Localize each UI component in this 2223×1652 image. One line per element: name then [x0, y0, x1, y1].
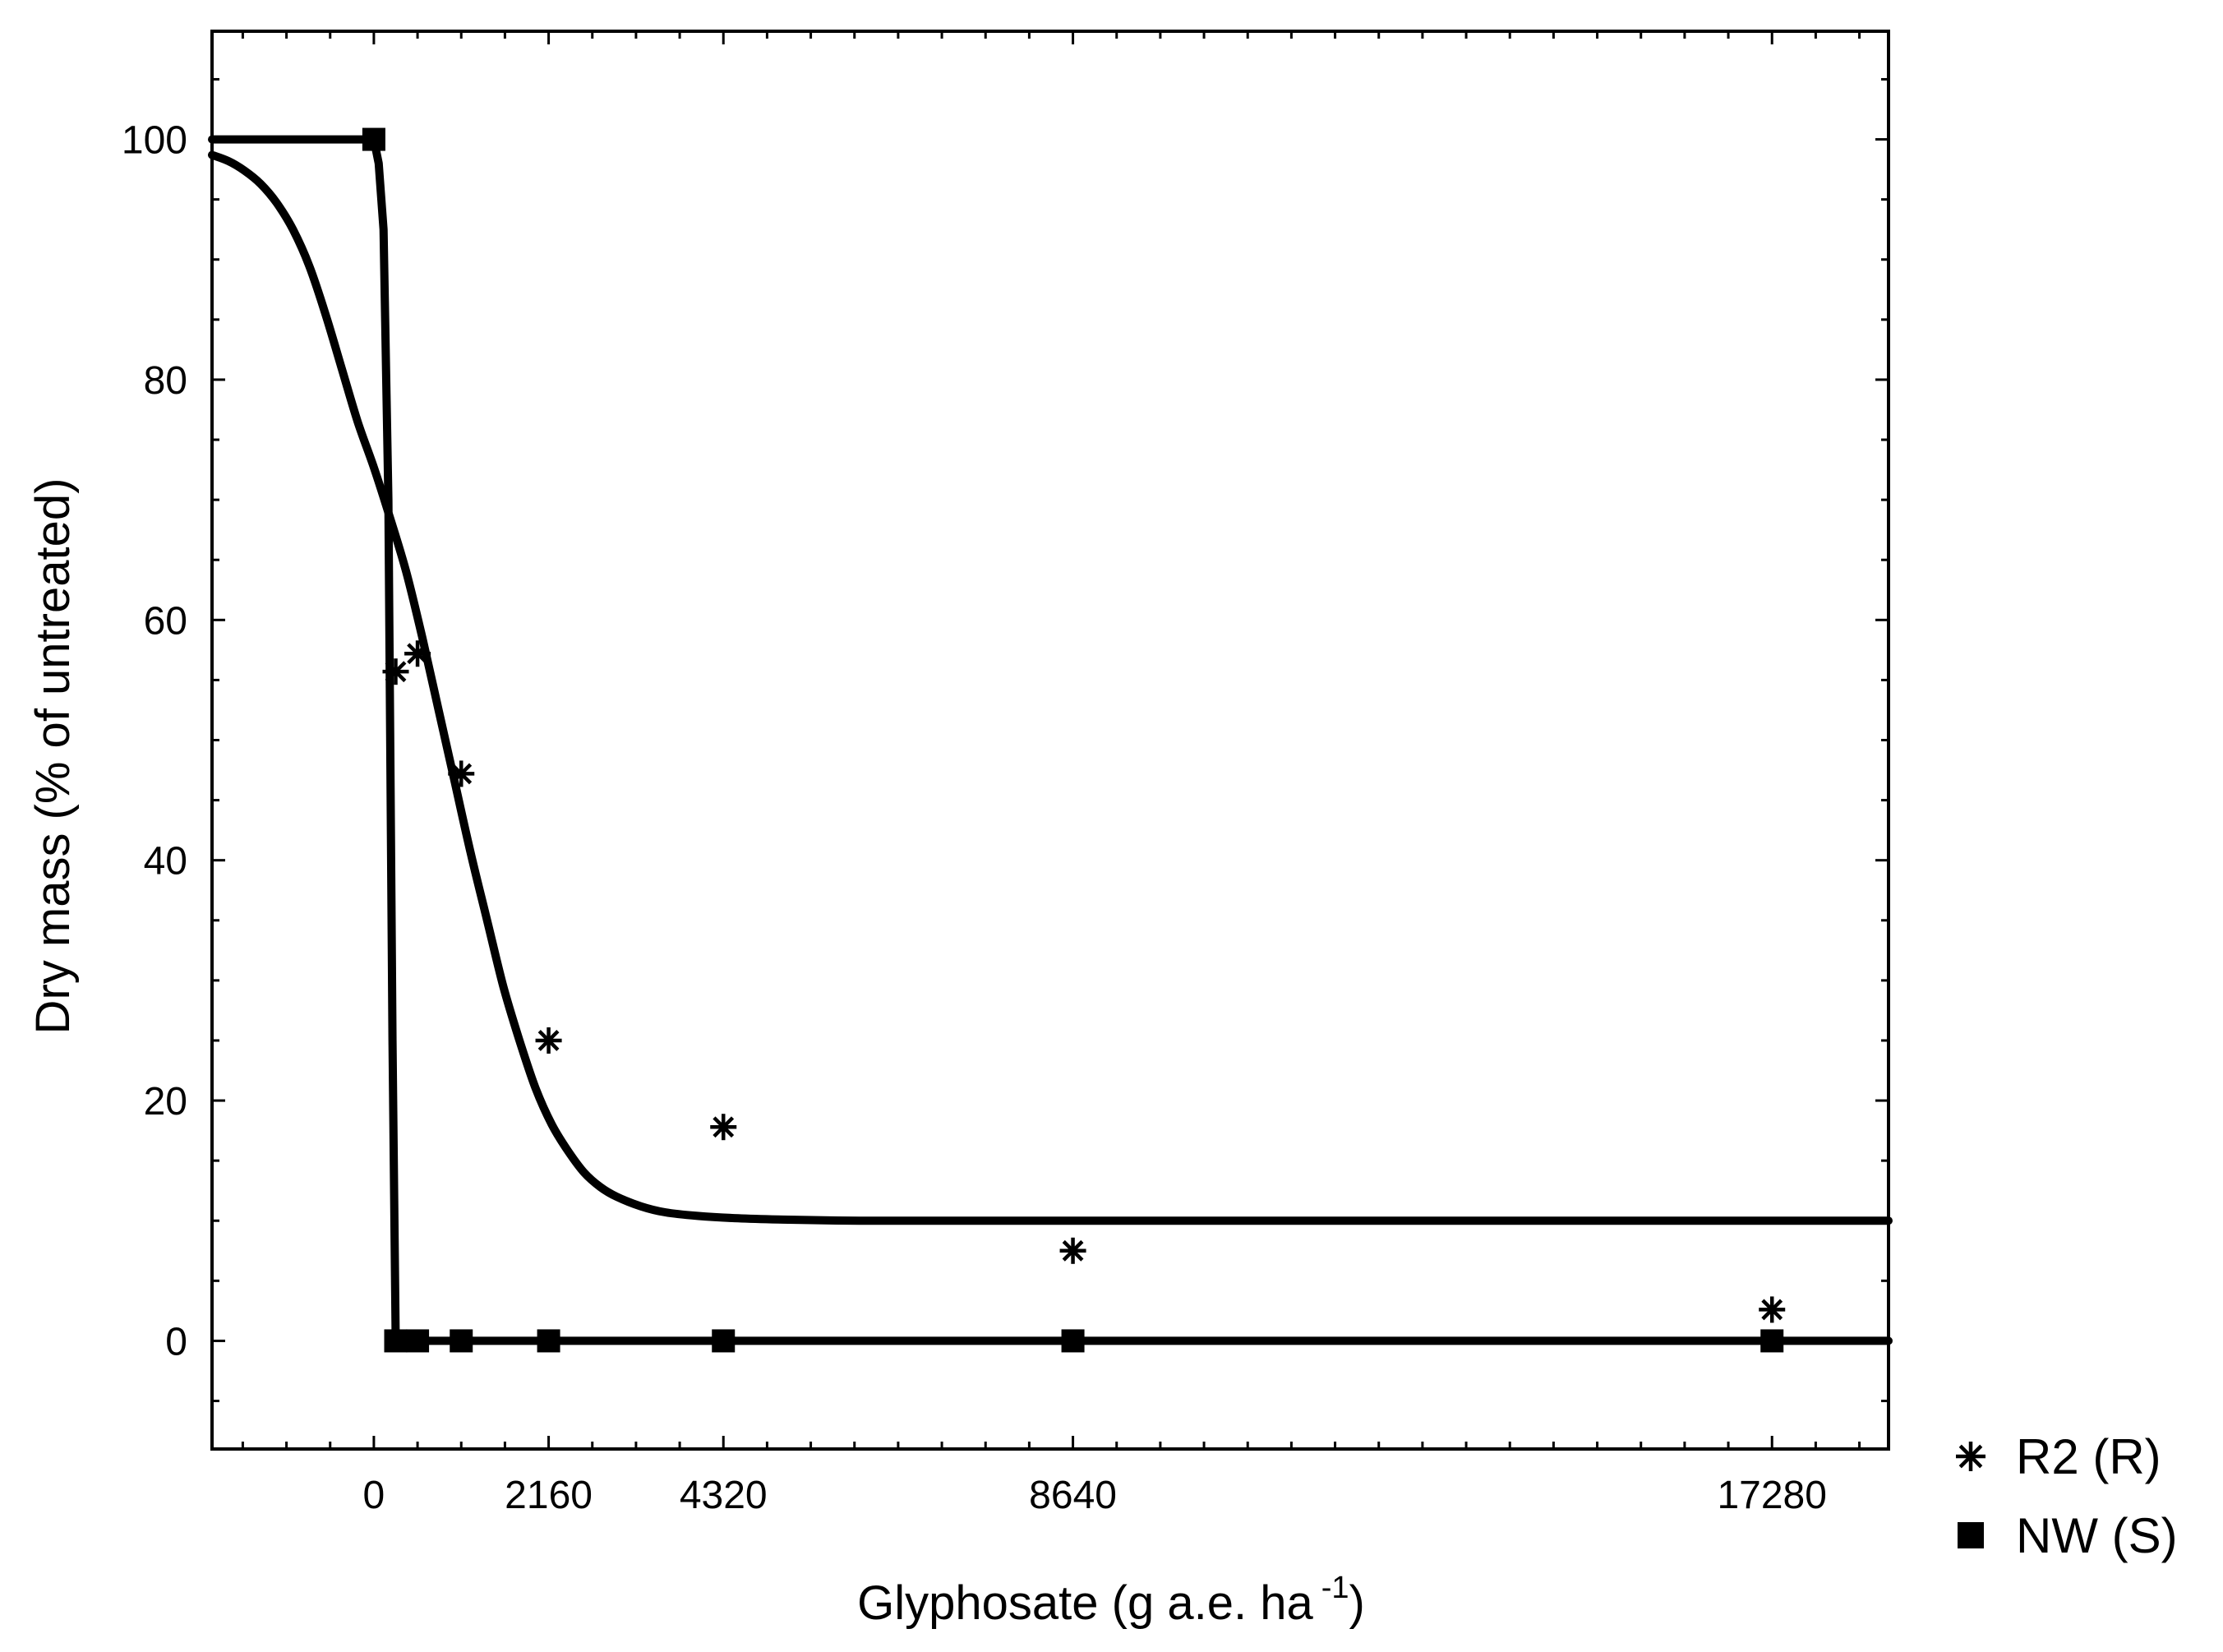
- fit-curves: [208, 135, 1893, 1345]
- data-point-r2: [710, 1114, 737, 1141]
- y-tick-label: 80: [144, 359, 187, 403]
- x-tick-label: 2160: [505, 1474, 593, 1517]
- data-point-nw: [1760, 1329, 1784, 1353]
- legend: R2 (R) NW (S): [1956, 1429, 2178, 1563]
- x-axis-title: Glyphosate (g a.e. ha -1): [857, 1571, 1365, 1630]
- data-point-r2: [382, 658, 409, 685]
- data-point-r2: [535, 1027, 562, 1054]
- y-tick-label: 0: [165, 1320, 187, 1364]
- legend-marker-square: [1958, 1522, 1984, 1548]
- legend-item-nw: NW (S): [1958, 1508, 2178, 1563]
- fit-curve-r2: [208, 150, 1893, 1225]
- y-tick-label: 40: [144, 840, 187, 884]
- x-tick-label: 8640: [1029, 1474, 1117, 1517]
- data-point-r2: [1759, 1296, 1786, 1323]
- x-axis-title-main: Glyphosate (g a.e. ha: [857, 1576, 1313, 1630]
- y-axis-title: Dry mass (% of untreated): [26, 478, 80, 1035]
- x-tick-labels: 0 2160 4320 8640 17280: [363, 1474, 1827, 1517]
- data-point-nw: [362, 127, 385, 151]
- data-markers: [362, 127, 1786, 1353]
- fit-curve-nw: [208, 135, 1893, 1345]
- y-tick-label: 60: [144, 599, 187, 643]
- x-tick-label: 0: [363, 1474, 385, 1517]
- legend-label: NW (S): [2016, 1508, 2178, 1563]
- plot-frame: [210, 30, 1890, 1451]
- data-point-nw: [537, 1329, 560, 1353]
- data-point-nw: [384, 1329, 408, 1353]
- axis-ticks: [212, 31, 1889, 1449]
- data-point-r2: [404, 640, 431, 667]
- data-point-nw: [406, 1329, 430, 1353]
- y-tick-labels: 0 20 40 60 80 100: [122, 119, 187, 1364]
- data-point-r2: [448, 760, 475, 787]
- data-point-r2: [1059, 1237, 1086, 1264]
- y-tick-label: 20: [144, 1080, 187, 1124]
- legend-label: R2 (R): [2016, 1429, 2161, 1484]
- legend-item-r2: R2 (R): [1956, 1429, 2161, 1484]
- x-tick-label: 4320: [680, 1474, 768, 1517]
- legend-marker-asterisk: [1956, 1442, 1985, 1471]
- x-axis-title-suffix: ): [1349, 1576, 1365, 1630]
- y-tick-label: 100: [122, 119, 187, 163]
- x-axis-title-superscript: -1: [1321, 1571, 1349, 1605]
- data-point-nw: [712, 1329, 736, 1353]
- data-point-nw: [450, 1329, 473, 1353]
- data-point-nw: [1061, 1329, 1085, 1353]
- x-tick-label: 17280: [1717, 1474, 1826, 1517]
